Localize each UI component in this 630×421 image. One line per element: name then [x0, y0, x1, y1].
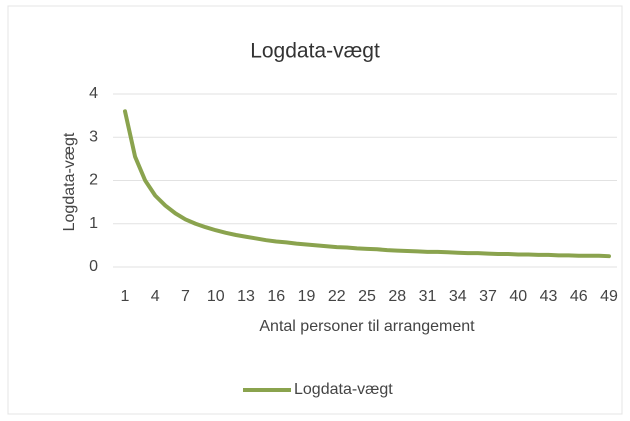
chart-title: Logdata-vægt — [250, 40, 380, 63]
x-axis-label: Antal personer til arrangement — [259, 318, 475, 335]
x-tick-label: 31 — [419, 288, 437, 305]
y-axis-label: Logdata-vægt — [61, 132, 78, 231]
x-tick-label: 22 — [328, 288, 346, 305]
y-tick-label: 3 — [89, 128, 98, 145]
chart-frame — [7, 5, 623, 415]
x-tick-label: 46 — [570, 288, 588, 305]
x-tick-label: 19 — [298, 288, 316, 305]
x-tick-label: 7 — [181, 288, 190, 305]
x-tick-label: 10 — [207, 288, 225, 305]
legend-label: Logdata-vægt — [294, 381, 393, 398]
x-tick-label: 16 — [267, 288, 285, 305]
x-tick-label: 49 — [600, 288, 618, 305]
x-tick-label: 13 — [237, 288, 255, 305]
y-tick-label: 4 — [89, 85, 98, 102]
y-tick-label: 2 — [89, 172, 98, 189]
x-tick-label: 43 — [540, 288, 558, 305]
x-tick-label: 37 — [479, 288, 497, 305]
x-tick-label: 40 — [509, 288, 527, 305]
x-tick-label: 4 — [151, 288, 160, 305]
y-tick-label: 1 — [89, 215, 98, 232]
x-tick-label: 25 — [358, 288, 376, 305]
x-tick-label: 34 — [449, 288, 467, 305]
y-tick-label: 0 — [89, 258, 98, 275]
x-tick-label: 1 — [121, 288, 130, 305]
line-series — [123, 109, 611, 259]
x-tick-label: 28 — [388, 288, 406, 305]
